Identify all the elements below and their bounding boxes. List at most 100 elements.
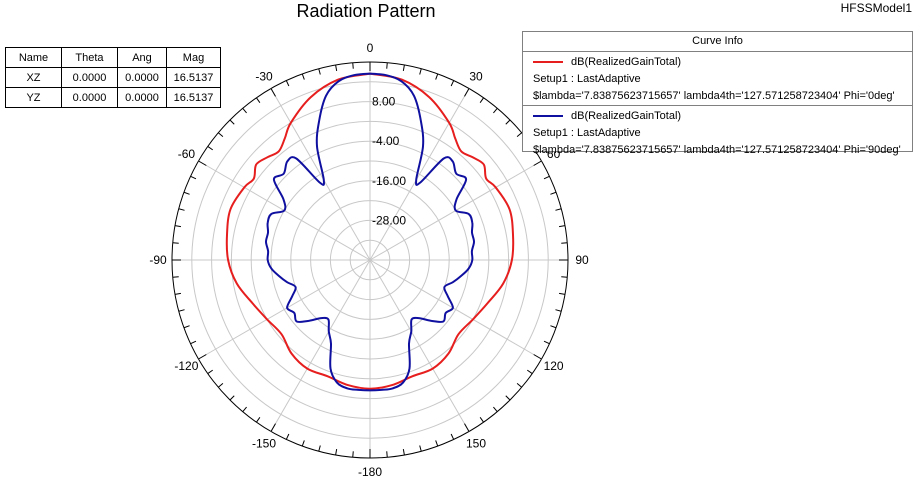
- angle-tick-mark: [526, 369, 533, 374]
- series-curve-0: [225, 72, 515, 390]
- angle-tick-mark: [242, 108, 247, 114]
- angle-tick-label: -150: [252, 437, 276, 451]
- markers-header-name: Name: [5, 47, 62, 68]
- marker-mag-cell: 16.5137: [166, 87, 221, 108]
- angle-tick-mark: [479, 416, 484, 423]
- angle-tick-label: 120: [544, 359, 564, 373]
- angle-tick-mark: [516, 132, 522, 137]
- polar-grid: [171, 61, 569, 459]
- angle-tick-mark: [318, 445, 321, 452]
- angle-tick-mark: [229, 395, 235, 401]
- angle-tick-mark: [561, 242, 568, 244]
- angle-tick-mark: [198, 354, 207, 360]
- angle-tick-mark: [533, 354, 542, 360]
- marker-ang-cell: 0.0000: [117, 67, 167, 88]
- angle-tick-label: 30: [469, 69, 483, 83]
- legend-swatch: [533, 115, 563, 118]
- grid-spoke: [369, 259, 470, 432]
- legend-entry-setup: Setup1 : LastAdaptive: [533, 127, 641, 139]
- angle-tick-mark: [516, 383, 522, 388]
- markers-header-ang: Ang: [117, 47, 167, 68]
- angle-tick-mark: [172, 242, 179, 244]
- angle-tick-mark: [207, 369, 214, 374]
- grid-spoke: [270, 259, 371, 432]
- angle-tick-mark: [550, 325, 557, 329]
- markers-header-theta: Theta: [61, 47, 118, 68]
- angle-tick-mark: [270, 88, 276, 97]
- angle-tick-mark: [352, 62, 354, 69]
- legend-entry-name: dB(RealizedGainTotal): [571, 110, 682, 122]
- angle-tick-mark: [505, 119, 511, 125]
- angle-tick-mark: [285, 433, 290, 440]
- angle-tick-mark: [190, 175, 197, 180]
- radial-tick-label: 8.00: [372, 95, 396, 109]
- angle-tick-mark: [558, 225, 566, 228]
- legend-title: Curve Info: [523, 32, 912, 52]
- angle-tick-label: -60: [178, 147, 196, 161]
- legend-entry-phi90: dB(RealizedGainTotal) Setup1 : LastAdapt…: [523, 105, 912, 159]
- angle-tick-mark: [178, 309, 185, 312]
- angle-tick-mark: [543, 340, 550, 345]
- angle-tick-mark: [301, 440, 305, 447]
- angle-tick-mark: [402, 448, 405, 456]
- angle-tick-mark: [183, 325, 190, 329]
- angle-tick-mark: [435, 440, 439, 447]
- angle-tick-label: 0: [367, 41, 374, 55]
- angle-tick-mark: [558, 292, 566, 295]
- legend-entry-phi0: dB(RealizedGainTotal) Setup1 : LastAdapt…: [523, 52, 912, 105]
- angle-tick-mark: [318, 68, 321, 75]
- marker-name-cell: YZ: [5, 87, 62, 108]
- angle-tick-mark: [270, 423, 276, 432]
- legend-entry-params: $lambda='7.83875623715657' lambda4th='12…: [533, 144, 901, 156]
- legend-entry-params: $lambda='7.83875623715657' lambda4th='12…: [533, 90, 895, 102]
- grid-spoke: [369, 88, 470, 261]
- angle-tick-label: -180: [358, 465, 382, 479]
- angle-tick-mark: [285, 80, 290, 87]
- angle-tick-mark: [335, 448, 338, 456]
- legend-entry-name-row: dB(RealizedGainTotal): [533, 108, 912, 125]
- tick-labels: -180-150-120-90-60-300306090120150-28.00…: [149, 41, 589, 479]
- markers-header-mag: Mag: [166, 47, 221, 68]
- model-name: HFSSModel1: [840, 1, 912, 15]
- angle-tick-mark: [172, 276, 179, 278]
- angle-tick-mark: [419, 445, 422, 452]
- angle-tick-mark: [533, 160, 542, 166]
- angle-tick-mark: [174, 225, 182, 228]
- table-row: XZ 0.0000 0.0000 16.5137: [5, 67, 221, 88]
- series-curve-1: [264, 72, 476, 392]
- table-row: YZ 0.0000 0.0000 16.5137: [5, 87, 221, 108]
- chart-title: Radiation Pattern: [296, 1, 436, 21]
- angle-tick-mark: [218, 383, 224, 388]
- angle-tick-mark: [464, 423, 470, 432]
- angle-tick-mark: [561, 276, 568, 278]
- angle-tick-mark: [256, 97, 261, 104]
- marker-theta-cell: 0.0000: [61, 67, 118, 88]
- angle-tick-mark: [178, 208, 185, 211]
- angle-tick-mark: [543, 175, 550, 180]
- angle-tick-mark: [555, 208, 562, 211]
- angle-tick-mark: [419, 68, 422, 75]
- angle-tick-mark: [386, 62, 388, 69]
- angle-tick-mark: [198, 160, 207, 166]
- marker-mag-cell: 16.5137: [166, 67, 221, 88]
- grid-spoke: [369, 259, 542, 360]
- angle-tick-mark: [256, 416, 261, 423]
- markers-header-row: Name Theta Ang Mag: [5, 47, 221, 68]
- legend-entry-name: dB(RealizedGainTotal): [571, 56, 682, 68]
- grid-spoke: [198, 259, 371, 360]
- legend-entry-name-row: dB(RealizedGainTotal): [533, 54, 912, 71]
- angle-tick-mark: [190, 340, 197, 345]
- angle-tick-mark: [435, 73, 439, 80]
- markers-table: Name Theta Ang Mag XZ 0.0000 0.0000 16.5…: [5, 47, 221, 108]
- angle-tick-mark: [402, 64, 405, 72]
- angle-tick-mark: [242, 406, 247, 412]
- radial-tick-label: -16.00: [372, 174, 406, 188]
- angle-tick-mark: [301, 73, 305, 80]
- angle-tick-mark: [183, 191, 190, 195]
- angle-tick-label: -120: [174, 359, 198, 373]
- curves: [225, 72, 515, 392]
- legend-entry-setup: Setup1 : LastAdaptive: [533, 73, 641, 85]
- marker-name-cell: XZ: [5, 67, 62, 88]
- angle-tick-mark: [479, 97, 484, 104]
